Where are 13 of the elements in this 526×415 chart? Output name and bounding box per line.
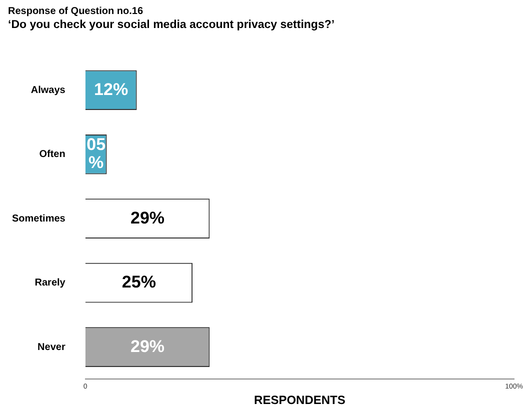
- data-label: 12%: [94, 80, 128, 99]
- data-label: 25%: [122, 272, 156, 292]
- x-axis-title: RESPONDENTS: [254, 393, 346, 408]
- data-label: 29%: [130, 336, 165, 356]
- y-tick-label: Rarely: [34, 278, 66, 289]
- data-label: 05 %: [86, 135, 106, 172]
- chart-subtitle: ‘Do you check your social media account privacy settings?’: [8, 19, 335, 31]
- chart-title: Response of Question no.16: [8, 6, 144, 17]
- y-tick-label: Often: [39, 149, 66, 160]
- y-tick-label: Sometimes: [12, 213, 66, 224]
- y-tick-label: Never: [38, 342, 66, 353]
- data-label: 29%: [130, 208, 165, 228]
- y-tick-label: Always: [30, 84, 66, 96]
